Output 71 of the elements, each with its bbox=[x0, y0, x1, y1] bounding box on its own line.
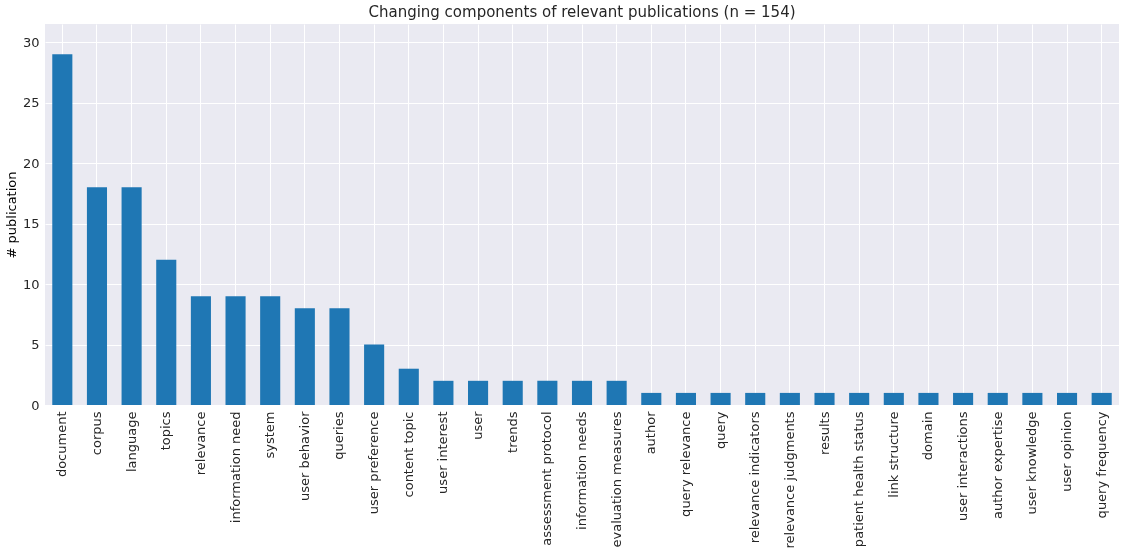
x-tick-label: domain bbox=[920, 411, 936, 461]
x-tick-label: user interactions bbox=[955, 411, 971, 522]
bar bbox=[190, 296, 211, 405]
bar bbox=[433, 380, 454, 405]
x-tick-label: query relevance bbox=[677, 411, 693, 517]
bar bbox=[1056, 392, 1078, 405]
x-tick-label: results bbox=[816, 411, 832, 456]
y-tick-label: 5 bbox=[31, 337, 40, 353]
y-axis-title: # publication bbox=[3, 171, 19, 259]
bar bbox=[641, 392, 662, 405]
bar bbox=[225, 296, 246, 405]
x-tick-label: user interest bbox=[435, 411, 451, 494]
x-tick-label: link structure bbox=[885, 411, 901, 498]
bar bbox=[918, 392, 939, 405]
y-tick-label: 15 bbox=[22, 216, 40, 232]
bar bbox=[398, 368, 419, 405]
chart-title: Changing components of relevant publications (n = 154) bbox=[368, 3, 796, 21]
x-tick-label: information need bbox=[227, 411, 243, 524]
bar bbox=[502, 380, 523, 405]
x-tick-label: document bbox=[54, 411, 70, 478]
bar bbox=[883, 392, 904, 405]
bar bbox=[294, 308, 315, 405]
x-tick-label: content topic bbox=[400, 411, 416, 498]
bar bbox=[779, 392, 800, 405]
y-tick-label: 10 bbox=[22, 276, 40, 292]
x-tick-label: relevance indicators bbox=[747, 411, 763, 544]
bar bbox=[156, 259, 177, 405]
x-tick-label: relevance bbox=[192, 411, 208, 476]
bar bbox=[468, 380, 489, 405]
x-tick-label: evaluation measures bbox=[608, 411, 624, 548]
bar bbox=[571, 380, 593, 405]
bar bbox=[329, 308, 350, 405]
bar bbox=[814, 392, 835, 405]
x-tick-label: user knowledge bbox=[1024, 411, 1040, 515]
bar bbox=[849, 392, 870, 405]
y-tick-label: 0 bbox=[31, 397, 40, 413]
bar bbox=[606, 380, 627, 405]
x-tick-label: patient health status bbox=[851, 411, 867, 548]
y-tick-label: 20 bbox=[22, 155, 40, 171]
x-tick-label: language bbox=[123, 411, 139, 473]
x-tick-label: author bbox=[643, 410, 659, 455]
x-tick-label: corpus bbox=[88, 411, 104, 456]
y-tick-label: 25 bbox=[22, 95, 40, 111]
x-tick-label: topics bbox=[158, 411, 174, 451]
bar bbox=[1022, 392, 1043, 405]
bar bbox=[260, 296, 281, 405]
bar bbox=[1091, 392, 1112, 405]
x-tick-label: assessment protocol bbox=[539, 411, 555, 546]
x-tick-label: user behavior bbox=[296, 410, 312, 502]
x-tick-label: information needs bbox=[574, 411, 589, 530]
x-tick-label: user preference bbox=[366, 411, 382, 515]
bar bbox=[745, 392, 766, 405]
bar bbox=[537, 380, 558, 405]
bar bbox=[953, 392, 974, 405]
x-tick-label: query frequency bbox=[1093, 411, 1109, 519]
bar bbox=[710, 392, 731, 405]
bar bbox=[364, 344, 385, 405]
x-tick-label: trends bbox=[504, 411, 520, 453]
x-tick-label: relevance judgments bbox=[781, 411, 797, 549]
x-tick-label: user bbox=[470, 410, 486, 440]
bar bbox=[675, 392, 696, 405]
bar bbox=[86, 187, 108, 405]
bar bbox=[52, 54, 73, 405]
x-tick-label: system bbox=[262, 411, 278, 459]
x-tick-label: queries bbox=[331, 411, 347, 460]
bar bbox=[121, 187, 142, 405]
x-tick-label: author expertise bbox=[989, 411, 1005, 520]
x-tick-label: query bbox=[712, 411, 728, 450]
x-tick-label: user opinion bbox=[1059, 411, 1075, 492]
bar bbox=[987, 392, 1008, 405]
y-tick-label: 30 bbox=[22, 34, 40, 50]
